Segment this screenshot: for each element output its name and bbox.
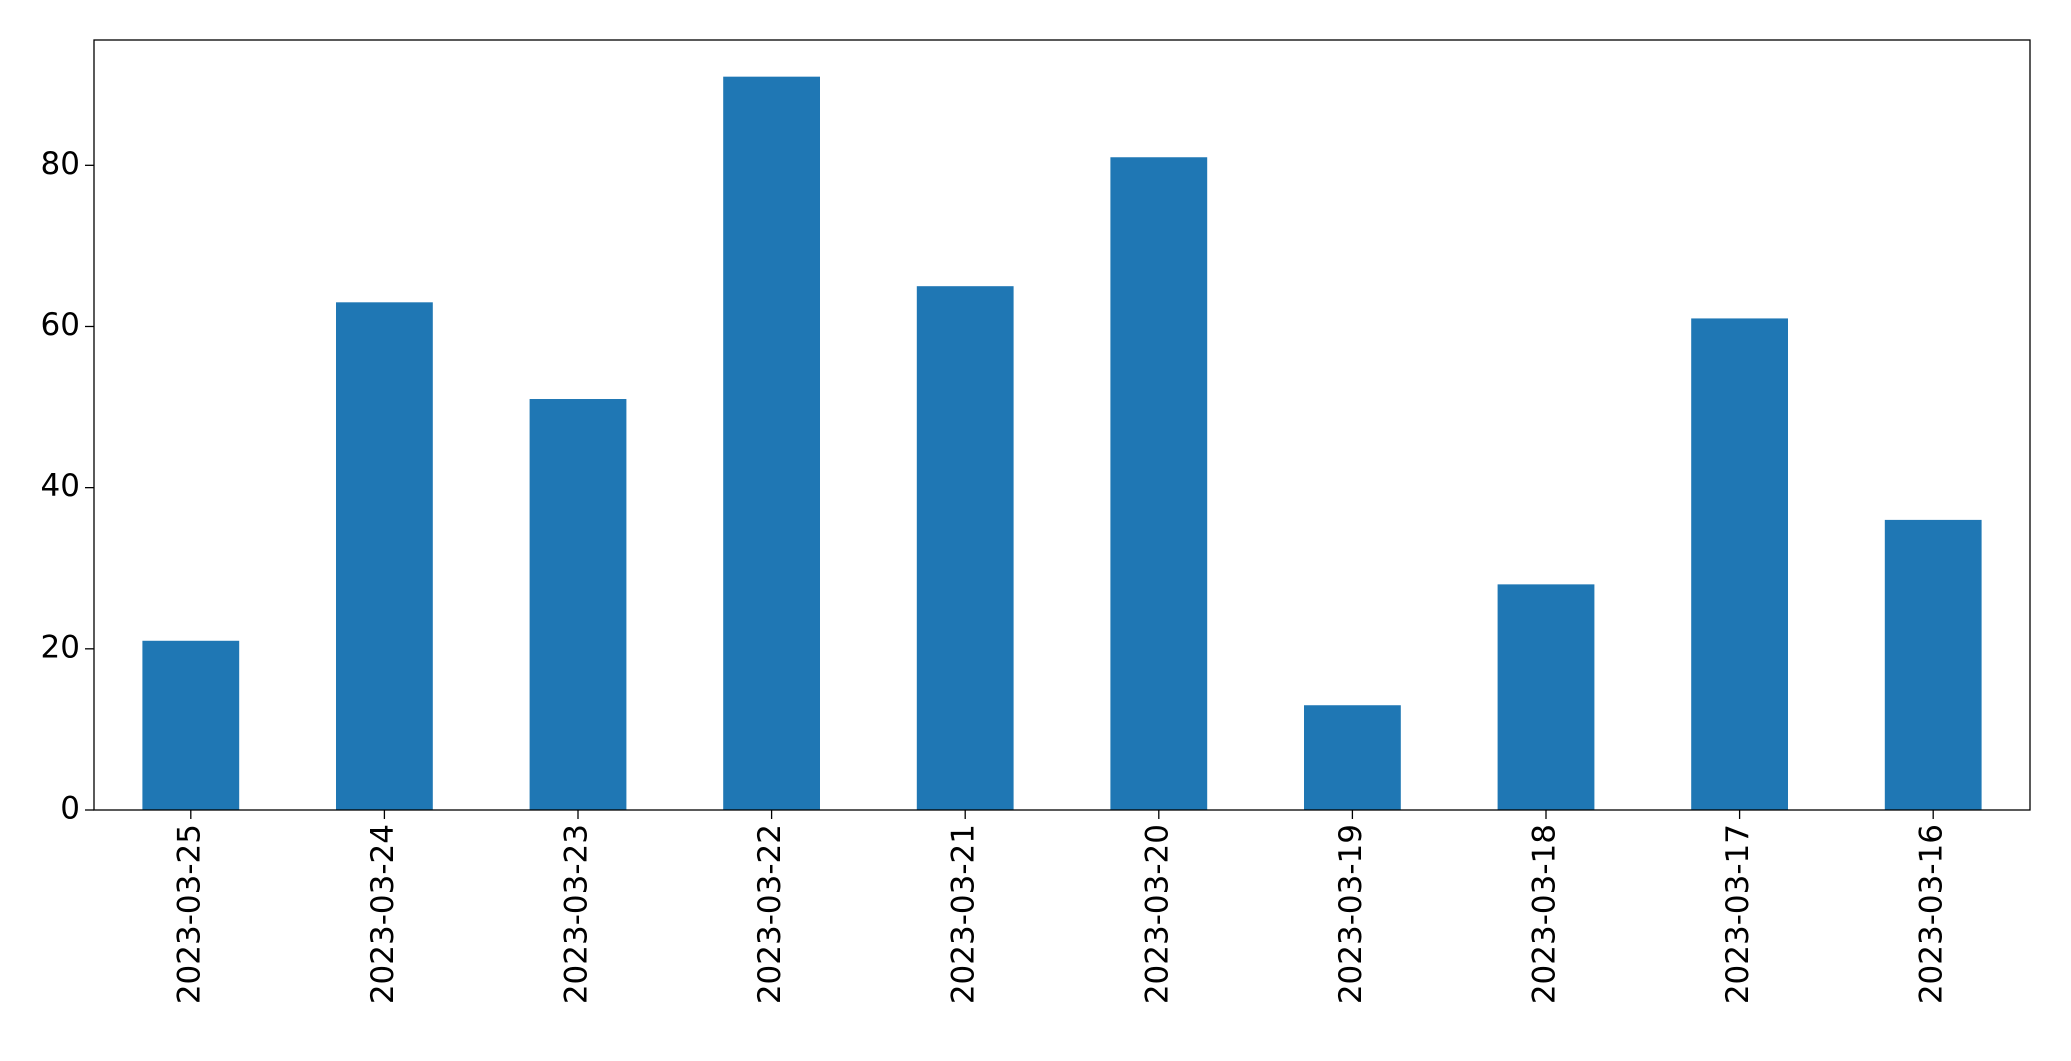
x-tick-label: 2023-03-17: [1720, 824, 1756, 1004]
x-tick-label: 2023-03-20: [1139, 824, 1175, 1004]
x-tick-label: 2023-03-16: [1914, 824, 1950, 1004]
bar: [1497, 584, 1595, 810]
bar: [916, 286, 1014, 810]
bar: [1884, 519, 1982, 810]
y-tick-label: 20: [41, 629, 80, 665]
x-tick-label: 2023-03-21: [946, 824, 982, 1004]
x-tick-label: 2023-03-19: [1333, 824, 1369, 1004]
x-tick-label: 2023-03-24: [365, 824, 401, 1004]
bar: [1304, 705, 1401, 810]
bar: [1691, 318, 1788, 810]
plot-frame: [93, 39, 2031, 811]
bar: [142, 640, 240, 810]
bar: [1110, 157, 1208, 810]
bar: [529, 399, 627, 810]
x-tick-label: 2023-03-25: [171, 824, 207, 1004]
x-tick-label: 2023-03-23: [559, 824, 595, 1004]
bar: [336, 302, 433, 810]
bar: [723, 76, 820, 810]
y-tick-label: 40: [41, 468, 80, 504]
x-tick-label: 2023-03-18: [1527, 824, 1563, 1004]
y-tick-label: 0: [60, 791, 80, 827]
x-tick-label: 2023-03-22: [752, 824, 788, 1004]
y-tick-label: 80: [41, 146, 80, 182]
y-tick-label: 60: [41, 307, 80, 343]
